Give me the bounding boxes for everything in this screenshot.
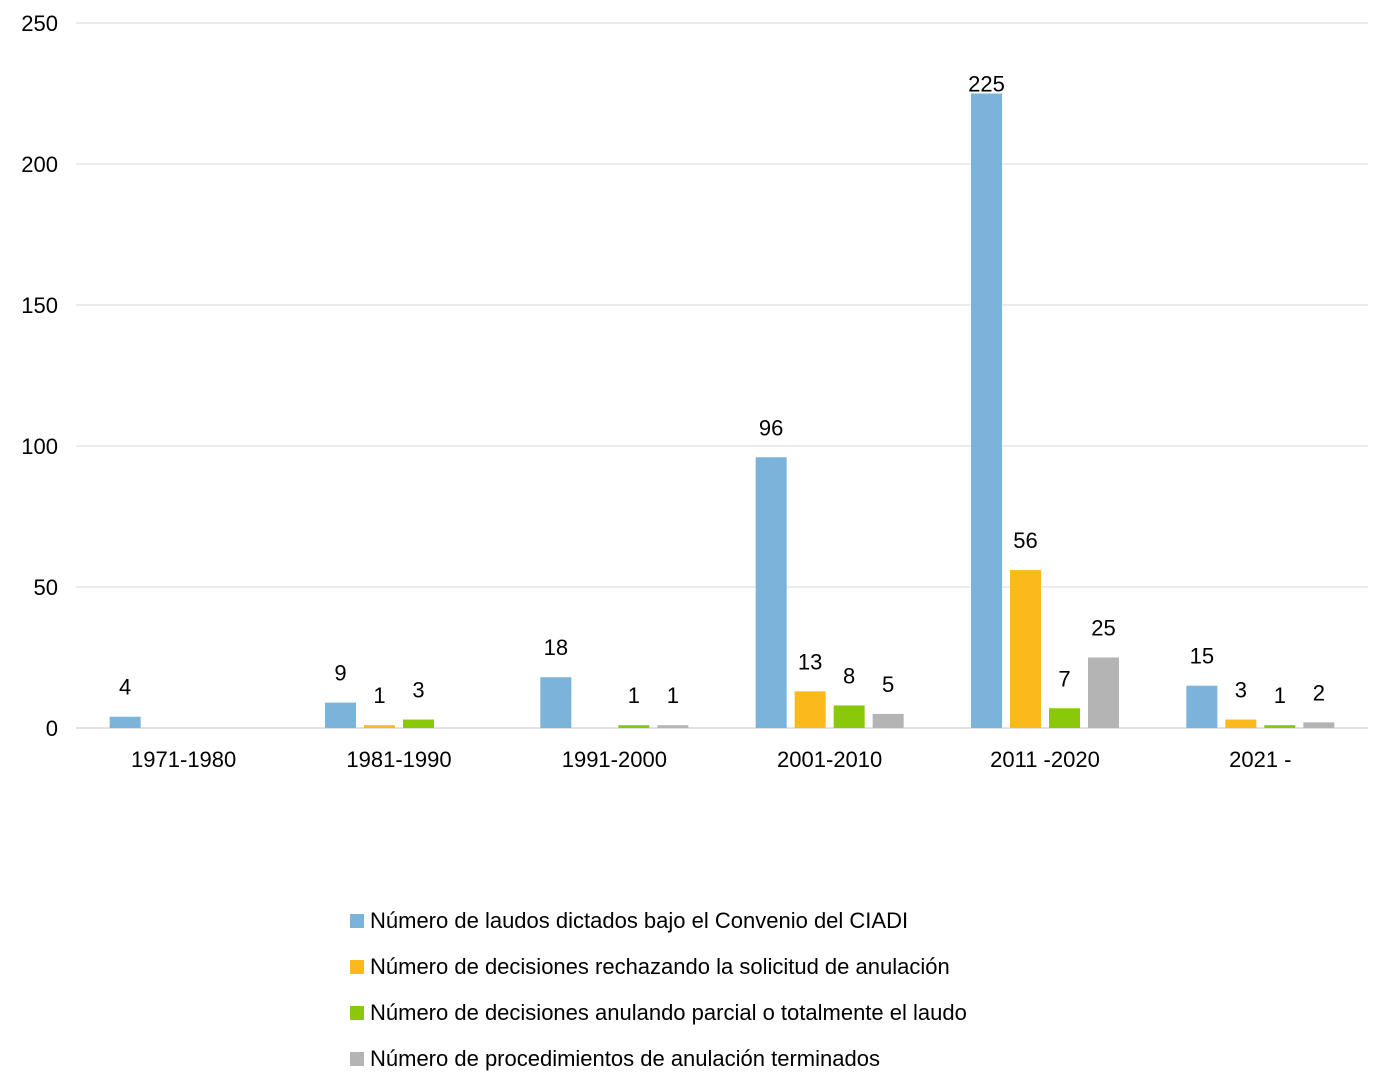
- bar: [1010, 570, 1041, 728]
- bar: [755, 457, 787, 728]
- data-label: 1: [628, 683, 640, 708]
- legend-label: Número de laudos dictados bajo el Conven…: [370, 908, 909, 933]
- bar: [403, 719, 434, 728]
- bar: [1049, 708, 1080, 728]
- legend: Número de laudos dictados bajo el Conven…: [350, 898, 967, 1082]
- data-label: 56: [1013, 528, 1037, 553]
- bar: [872, 713, 904, 728]
- data-label: 18: [544, 635, 568, 660]
- bar: [657, 725, 689, 728]
- bar: [1225, 719, 1257, 728]
- x-tick-label: 2021 -: [1229, 747, 1291, 772]
- legend-item: Número de decisiones anulando parcial o …: [350, 990, 967, 1036]
- bar: [1264, 725, 1296, 728]
- data-label: 5: [882, 672, 894, 697]
- data-label: 3: [412, 678, 424, 703]
- y-tick-label: 0: [46, 716, 58, 741]
- legend-swatch: [350, 960, 364, 974]
- y-tick-label: 100: [21, 434, 58, 459]
- x-tick-label: 1971-1980: [131, 747, 236, 772]
- bar: [618, 725, 650, 728]
- data-label: 2: [1313, 680, 1325, 705]
- x-tick-label: 2001-2010: [777, 747, 882, 772]
- y-tick-label: 200: [21, 152, 58, 177]
- data-label: 1: [667, 683, 679, 708]
- data-label: 25: [1091, 616, 1115, 641]
- data-label: 1: [373, 683, 385, 708]
- legend-swatch: [350, 914, 364, 928]
- y-tick-label: 150: [21, 293, 58, 318]
- y-tick-label: 250: [21, 11, 58, 36]
- data-label: 225: [968, 72, 1005, 97]
- data-label: 1: [1274, 683, 1286, 708]
- bar: [1303, 722, 1335, 728]
- data-label: 3: [1235, 678, 1247, 703]
- bar: [971, 93, 1002, 728]
- data-label: 8: [843, 663, 855, 688]
- data-label: 13: [798, 649, 822, 674]
- bar: [794, 691, 826, 728]
- x-tick-label: 1981-1990: [346, 747, 451, 772]
- bar: [325, 702, 356, 728]
- bar: [364, 725, 395, 728]
- bar: [833, 705, 865, 728]
- data-label: 9: [334, 661, 346, 686]
- bar: [540, 677, 572, 728]
- data-label: 7: [1058, 666, 1070, 691]
- y-tick-label: 50: [34, 575, 58, 600]
- x-tick-label: 1991-2000: [562, 747, 667, 772]
- legend-swatch: [350, 1052, 364, 1066]
- legend-label: Número de decisiones anulando parcial o …: [370, 1000, 967, 1025]
- data-label: 15: [1190, 644, 1214, 669]
- legend-item: Número de decisiones rechazando la solic…: [350, 944, 967, 990]
- legend-swatch: [350, 1006, 364, 1020]
- x-tick-label: 2011 -2020: [990, 747, 1100, 772]
- legend-label: Número de decisiones rechazando la solic…: [370, 954, 950, 979]
- legend-label: Número de procedimientos de anulación te…: [370, 1046, 880, 1071]
- legend-item: Número de laudos dictados bajo el Conven…: [350, 898, 967, 944]
- bar: [109, 716, 141, 728]
- data-label: 96: [759, 415, 783, 440]
- data-label: 4: [119, 675, 131, 700]
- bar: [1088, 657, 1119, 728]
- bar: [1186, 685, 1218, 728]
- legend-item: Número de procedimientos de anulación te…: [350, 1036, 967, 1082]
